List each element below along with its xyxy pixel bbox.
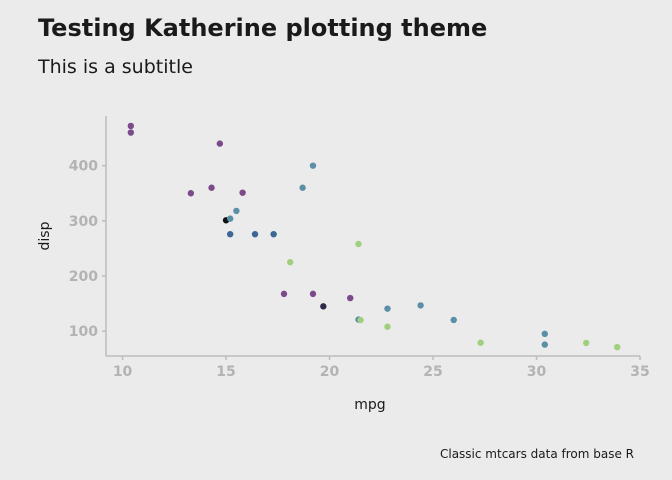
- data-point: [270, 230, 277, 238]
- data-point: [280, 290, 288, 298]
- data-point: [309, 162, 317, 169]
- data-point: [287, 259, 294, 266]
- x-ticks: 10 15 20 25 30 35: [113, 356, 650, 380]
- y-tick-label: 100: [69, 324, 98, 340]
- data-point: [208, 184, 215, 191]
- data-point: [477, 339, 484, 346]
- data-point: [187, 190, 195, 197]
- data-point: [320, 303, 327, 310]
- data-point: [541, 330, 548, 338]
- data-point: [309, 290, 317, 298]
- data-point: [384, 323, 391, 330]
- data-point: [541, 341, 548, 348]
- data-point: [417, 302, 424, 309]
- data-point: [127, 122, 135, 130]
- data-point: [355, 240, 362, 248]
- chart-subtitle: This is a subtitle: [38, 56, 193, 78]
- data-point: [450, 316, 457, 324]
- data-point: [226, 215, 234, 222]
- data-point: [347, 294, 354, 302]
- data-point: [233, 207, 240, 215]
- x-axis-label: mpg: [354, 397, 385, 413]
- x-tick-label: 30: [527, 364, 547, 380]
- x-tick-label: 35: [630, 364, 649, 380]
- data-point: [216, 140, 224, 147]
- chart-caption: Classic mtcars data from base R: [439, 447, 634, 461]
- chart-title: Testing Katherine plotting theme: [38, 14, 488, 42]
- data-point: [127, 129, 135, 136]
- data-point: [239, 189, 246, 196]
- y-tick-label: 300: [69, 214, 98, 230]
- y-tick-label: 200: [69, 269, 98, 285]
- data-point: [299, 184, 306, 191]
- x-tick-label: 10: [113, 364, 133, 380]
- y-axis-label: disp: [37, 221, 53, 250]
- data-points: [127, 122, 621, 351]
- x-tick-label: 25: [423, 364, 442, 380]
- data-point: [614, 343, 621, 351]
- x-tick-label: 20: [320, 364, 340, 380]
- y-ticks: 100 200 300 400: [69, 159, 106, 340]
- data-point: [357, 316, 364, 324]
- y-tick-label: 400: [69, 159, 98, 175]
- data-point: [384, 305, 391, 312]
- data-point: [582, 339, 590, 347]
- data-point: [251, 230, 259, 238]
- data-point: [226, 230, 234, 238]
- x-tick-label: 15: [216, 364, 235, 380]
